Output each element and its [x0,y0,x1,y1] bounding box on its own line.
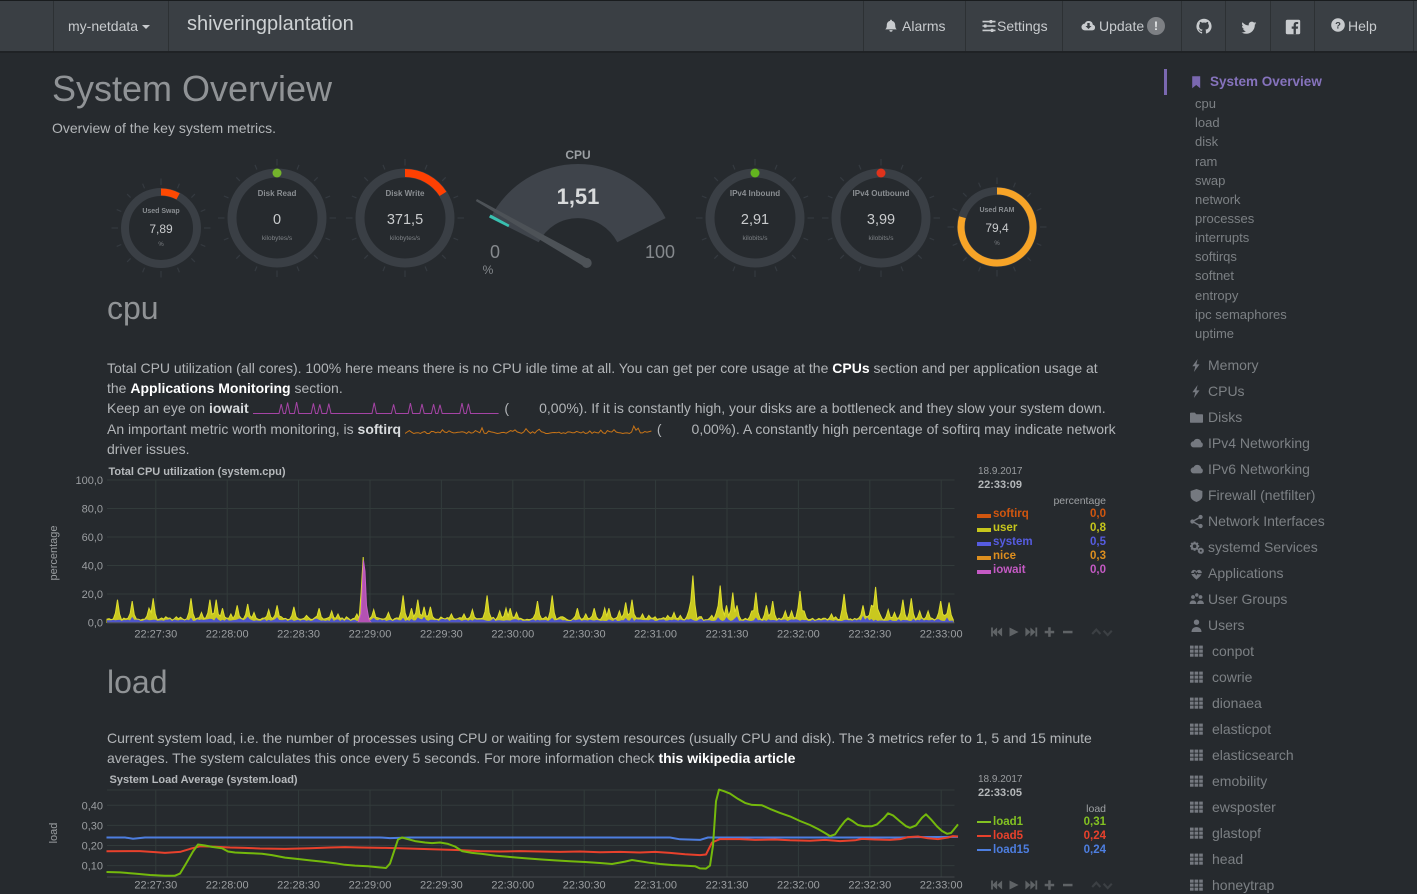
svg-text:22:32:00: 22:32:00 [777,880,820,892]
svg-text:Disk Write: Disk Write [386,189,426,198]
svg-text:22:28:30: 22:28:30 [277,880,320,892]
svg-text:22:27:30: 22:27:30 [134,880,177,892]
svg-text:0,0: 0,0 [88,618,103,630]
svg-text:22:29:30: 22:29:30 [420,629,463,641]
svg-text:kilobits/s: kilobits/s [869,235,895,242]
svg-text:22:30:00: 22:30:00 [491,880,534,892]
svg-text:1,51: 1,51 [556,184,599,209]
svg-text:?: ? [1335,20,1341,31]
svg-text:22:33:00: 22:33:00 [920,629,963,641]
svg-text:%: % [158,242,164,248]
svg-text:22:31:00: 22:31:00 [634,880,677,892]
svg-text:load: load [48,823,60,844]
svg-text:Disk Read: Disk Read [258,189,297,198]
svg-text:CPU: CPU [565,148,590,162]
svg-text:22:29:00: 22:29:00 [349,880,392,892]
svg-text:22:29:30: 22:29:30 [420,880,463,892]
svg-text:%: % [994,241,1000,247]
svg-text:20,0: 20,0 [82,589,103,601]
svg-text:System Load Average (system.lo: System Load Average (system.load) [110,774,298,786]
svg-text:22:30:00: 22:30:00 [491,629,534,641]
svg-text:Total CPU utilization (system.: Total CPU utilization (system.cpu) [109,466,286,478]
svg-text:0,20: 0,20 [82,841,103,853]
svg-text:0,40: 0,40 [82,800,103,812]
svg-text:371,5: 371,5 [387,212,423,228]
svg-text:percentage: percentage [48,525,60,580]
svg-text:0: 0 [489,242,499,262]
svg-text:%: % [482,263,493,277]
svg-text:40,0: 40,0 [82,561,103,573]
svg-text:kilobits/s: kilobits/s [743,235,769,242]
svg-text:2,91: 2,91 [741,212,769,228]
svg-text:22:30:30: 22:30:30 [563,629,606,641]
svg-text:22:27:30: 22:27:30 [134,629,177,641]
svg-text:22:31:30: 22:31:30 [706,880,749,892]
svg-text:79,4: 79,4 [985,221,1009,235]
svg-text:22:32:00: 22:32:00 [777,629,820,641]
svg-text:22:31:30: 22:31:30 [706,629,749,641]
svg-text:kilobytes/s: kilobytes/s [390,235,421,242]
svg-text:3,99: 3,99 [867,212,895,228]
svg-text:22:28:00: 22:28:00 [206,880,249,892]
svg-text:kilobytes/s: kilobytes/s [262,235,293,242]
svg-text:60,0: 60,0 [82,532,103,544]
svg-text:22:33:00: 22:33:00 [920,880,963,892]
svg-text:IPv4 Outbound: IPv4 Outbound [853,189,910,198]
svg-text:22:28:30: 22:28:30 [277,629,320,641]
svg-text:22:28:00: 22:28:00 [206,629,249,641]
svg-text:0,30: 0,30 [82,820,103,832]
svg-text:22:32:30: 22:32:30 [848,880,891,892]
svg-text:0,10: 0,10 [82,861,103,873]
svg-text:22:30:30: 22:30:30 [563,880,606,892]
svg-text:0: 0 [273,212,281,228]
svg-text:22:32:30: 22:32:30 [848,629,891,641]
svg-text:22:29:00: 22:29:00 [349,629,392,641]
svg-text:80,0: 80,0 [82,504,103,516]
svg-text:22:31:00: 22:31:00 [634,629,677,641]
svg-text:IPv4 Inbound: IPv4 Inbound [730,189,780,198]
svg-text:7,89: 7,89 [149,222,173,236]
svg-text:100: 100 [644,242,674,262]
svg-text:100,0: 100,0 [75,475,103,487]
svg-text:Used RAM: Used RAM [979,207,1014,214]
svg-text:Used Swap: Used Swap [142,208,179,215]
